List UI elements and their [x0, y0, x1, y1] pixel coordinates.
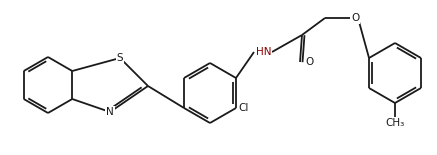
Text: N: N — [106, 107, 114, 117]
Text: HN: HN — [256, 47, 272, 57]
Text: O: O — [351, 13, 359, 23]
Text: O: O — [305, 57, 313, 67]
Text: Cl: Cl — [238, 103, 248, 113]
Text: S: S — [117, 53, 123, 63]
Text: CH₃: CH₃ — [385, 118, 405, 128]
